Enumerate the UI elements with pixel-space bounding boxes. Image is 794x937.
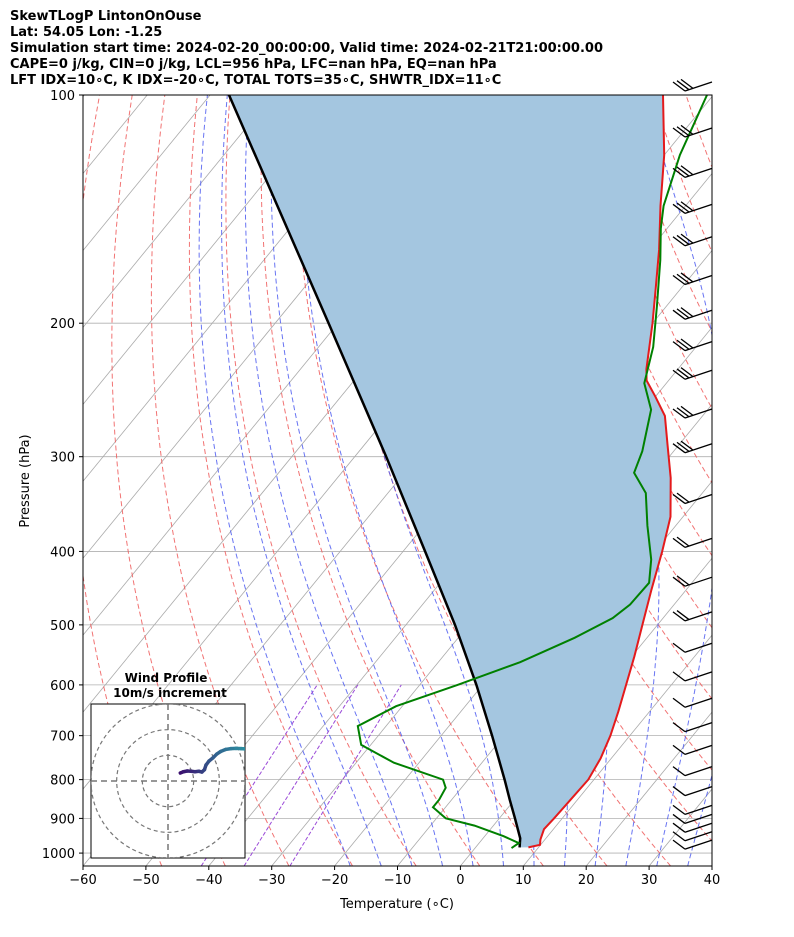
hodograph-inset — [90, 703, 246, 859]
wind-barb — [672, 124, 713, 138]
wind-barb — [672, 642, 713, 653]
wind-barb — [672, 831, 713, 842]
dry-adiabat — [751, 95, 794, 866]
dry-adiabat — [719, 95, 794, 866]
wind-barb — [672, 722, 713, 733]
moist-adiabat — [221, 95, 382, 866]
axes: −60 −50 −40 −30 −20 −10 0 10 20 30 40 1000 900 800 700… — [42, 89, 720, 888]
x-tick-label: 20 — [578, 873, 595, 888]
isotherm--160 — [83, 95, 85, 98]
y-tick-label: 800 — [50, 774, 75, 789]
title-line-indices-1: CAPE=0 j/kg, CIN=0 j/kg, LCL=956 hPa, LF… — [10, 57, 497, 72]
parcel-profile-line — [227, 95, 522, 848]
y-tick-label: 300 — [50, 451, 75, 466]
wind-barb — [672, 785, 713, 797]
y-tick-label: 500 — [50, 619, 75, 634]
y-tick-label: 600 — [50, 679, 75, 694]
wind-barb — [672, 575, 713, 587]
wind-barb — [672, 492, 713, 505]
hodograph-title: Wind Profile — [125, 671, 208, 685]
mixing-ratio-line — [243, 684, 359, 866]
x-tick-label: −10 — [384, 873, 411, 888]
moist-adiabat — [244, 95, 413, 866]
dry-adiabat — [784, 95, 794, 866]
x-tick-label: −40 — [195, 873, 222, 888]
moist-adiabat — [298, 95, 474, 866]
isotherm--130 — [83, 95, 274, 329]
wind-barb — [672, 440, 713, 454]
wind-barb — [672, 813, 713, 825]
dry-adiabat — [188, 95, 353, 866]
wind-barb — [672, 201, 713, 214]
dry-adiabat — [587, 95, 712, 410]
title-line-station: SkewTLogP LintonOnOuse — [10, 9, 202, 24]
wind-barb — [672, 839, 713, 850]
dry-adiabat — [294, 95, 544, 866]
wind-barb — [672, 307, 713, 320]
cape-cin-fill — [229, 95, 671, 848]
x-axis-label: Temperature (∘C) — [339, 897, 454, 912]
x-tick-label: −30 — [258, 873, 285, 888]
wind-barb — [672, 766, 713, 777]
dry-adiabat — [555, 95, 712, 484]
x-tick-label: −60 — [69, 873, 96, 888]
y-tick-label: 1000 — [42, 847, 75, 862]
dewpoint-profile-line — [356, 95, 708, 849]
isotherm-20 — [585, 711, 712, 866]
x-tick-label: −50 — [132, 873, 159, 888]
wind-barb — [672, 671, 713, 682]
wind-barb — [672, 338, 713, 352]
mixing-ratio-line — [200, 684, 318, 866]
mixing-ratio-line — [289, 684, 402, 866]
moist-adiabat — [645, 95, 712, 866]
wind-barb — [672, 804, 713, 816]
y-tick-label: 700 — [50, 730, 75, 745]
y-tick-label: 200 — [50, 317, 75, 332]
x-tick-label: 0 — [456, 873, 464, 888]
dry-adiabat — [150, 95, 290, 866]
hodograph-subtitle: 10m/s increment — [113, 686, 227, 700]
y-tick-label: 100 — [50, 89, 75, 104]
title-line-indices-2: LFT IDX=10∘C, K IDX=-20∘C, TOTAL TOTS=35… — [10, 73, 502, 88]
title-line-times: Simulation start time: 2024-02-20_00:00:… — [10, 41, 603, 56]
x-tick-label: −20 — [321, 873, 348, 888]
x-tick-label: 10 — [515, 873, 532, 888]
isotherm-40 — [711, 865, 712, 866]
wind-barb — [672, 822, 713, 833]
y-tick-label: 400 — [50, 545, 75, 560]
isotherm--120 — [83, 95, 337, 405]
title-line-location: Lat: 54.05 Lon: -1.25 — [10, 25, 163, 40]
x-tick-label: 30 — [641, 873, 658, 888]
temperature-profile-line — [528, 95, 672, 849]
wind-barb — [672, 405, 713, 419]
wind-barb — [672, 536, 713, 549]
wind-barb — [672, 744, 713, 755]
wind-barb — [672, 272, 713, 286]
wind-barb — [672, 367, 713, 380]
dry-adiabat — [225, 95, 417, 866]
x-tick-label: 40 — [704, 873, 721, 888]
wind-barbs — [672, 78, 713, 850]
moist-adiabat — [198, 95, 351, 866]
wind-barb — [672, 165, 713, 178]
dry-adiabat — [260, 95, 481, 866]
wind-barb — [672, 78, 713, 92]
y-tick-label: 900 — [50, 812, 75, 827]
isotherm--140 — [83, 95, 211, 252]
y-axis-label: Pressure (hPa) — [18, 434, 33, 527]
wind-barb — [672, 233, 713, 247]
chart-title-block: SkewTLogP LintonOnOuse Lat: 54.05 Lon: -… — [10, 9, 603, 89]
isotherm-10 — [522, 634, 712, 866]
wind-barb — [672, 697, 713, 708]
moist-adiabat — [719, 95, 794, 866]
wind-barb — [672, 610, 713, 622]
moist-adiabat — [270, 95, 444, 866]
